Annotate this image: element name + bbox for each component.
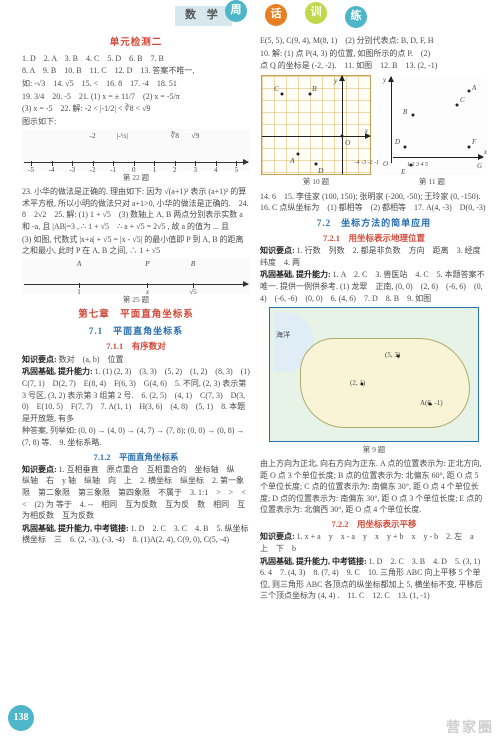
header-bubble-4: 练 xyxy=(345,6,367,28)
r-line-14: 14. 6 15. 李佳家 (100, 150); 张明家 (-200, -50… xyxy=(260,191,488,214)
zhishi-721-txt: 1. 行数 列数 2. 都是非负数 方向 距离 3. 经度 纬度 4. 两 xyxy=(260,246,489,267)
unit-test-title: 单元检测二 xyxy=(22,37,250,51)
sec-71: 7.1 平面直角坐标系 xyxy=(22,325,250,338)
header-bubble-2: 话 xyxy=(265,4,287,26)
ut-line-2: 8. A 9. B 10. B 11. C 12. D 13. 答案不唯一, xyxy=(22,65,250,77)
number-line-25: A1 Px B√5 xyxy=(22,259,250,293)
gonggu721-label: 巩固基础, 提升能力: xyxy=(260,270,331,279)
gonggu-721: 巩固基础, 提升能力: 1. A 2. C 3. 兽医站 4. C 5. 本题答… xyxy=(260,269,488,304)
header-bubble-3: 训 xyxy=(305,2,327,24)
ut-line-3: 如: -√3 14. √5 15. < 16. 8 17. -4 18. 51 xyxy=(22,78,250,90)
ut-para-23: 23. 小华的做法是正确的. 理由如下: 因为 √(a+1)² 表示 (a+1)… xyxy=(22,186,250,232)
ut-line-1: 1. D 2. A 3. B 4. C 5. D 6. B 7. B xyxy=(22,53,250,65)
map-caption: 第 9 题 xyxy=(260,445,488,456)
para-below-map: 由上方向为正北, 向右方向为正东. A 点的位置表示为: 正北方向, 距 O 点… xyxy=(260,458,488,516)
caption-10: 第 10 题 xyxy=(260,177,372,188)
zhishi-712: 知识要点: 1. 互相垂直 原点重合 互相重合的 坐标轴 纵 纵轴 右 y 轴 … xyxy=(22,464,250,522)
subject-title: 数 学 xyxy=(175,6,232,26)
r-line-3: 点 Q 的坐标是 (-2, -2). 11. 如图 12. B 13. (2, … xyxy=(260,60,488,72)
sec-712: 7.1.2 平面直角坐标系 xyxy=(22,451,250,463)
gonggu-722: 巩固基础, 提升能力, 中考链接: 1. D 2. C 3. B 4. D 5.… xyxy=(260,556,488,602)
content-columns: 单元检测二 1. D 2. A 3. B 4. C 5. D 6. B 7. B… xyxy=(0,34,500,603)
ut-line-4: 19. 3/4 20. -5 21. (1) x = ± 11/7 (2) x … xyxy=(22,91,250,103)
zhishi721-label: 知识要点: xyxy=(260,246,295,255)
r-line-2: 10. 解: (1) 点 P(4, 3) 的位置, 如图所示的点 P. (2) xyxy=(260,48,488,60)
zhishi-722: 知识要点: 1. x + a y x - a y x y + b x y - b… xyxy=(260,531,488,554)
figure-row: C B O A D x y 第 10 题 A B C D xyxy=(260,73,488,190)
gonggu-711b: 种答案, 列举如: (0, 0) → (4, 0) → (4, 7) → (7,… xyxy=(22,425,250,448)
left-column: 单元检测二 1. D 2. A 3. B 4. C 5. D 6. B 7. B… xyxy=(22,34,250,603)
ut-line-5: (3) x = -5 22. 解: -2 < |-1/2| < ∛8 < √9 xyxy=(22,103,250,115)
sec-72: 7.2 坐标方法的简单应用 xyxy=(260,217,488,230)
zhishi712-label: 知识要点: xyxy=(22,465,57,474)
header-bubble-1: 周 xyxy=(225,0,247,22)
watermark: 营家圈 xyxy=(446,717,494,737)
map-figure-9: 海洋 (5, 3) (2, 1) A(6, -1) xyxy=(269,307,479,442)
right-column: E(5, 5), C(9, 4), M(8, 1) (2) 分别代表点: B, … xyxy=(260,34,488,603)
sec-711: 7.1.1 有序数对 xyxy=(22,340,250,352)
gonggu-711: 巩固基础, 提升能力: 1. (1) (2, 3) (3, 3) (5, 2) … xyxy=(22,366,250,424)
gonggu712-label: 巩固基础, 提升能力, 中考链接: xyxy=(22,524,129,533)
page-header: 数 学 周 话 训 练 xyxy=(0,0,500,28)
zhishi-721: 知识要点: 1. 行数 列数 2. 都是非负数 方向 距离 3. 经度 纬度 4… xyxy=(260,245,488,268)
zhishi-label: 知识要点: xyxy=(22,355,57,364)
zhishi-711-txt: 数对 (a, b) 位置 xyxy=(59,355,124,364)
page-number: 138 xyxy=(8,705,34,731)
gonggu-712: 巩固基础, 提升能力, 中考链接: 1. D 2. C 3. C 4. B 5.… xyxy=(22,523,250,546)
zhishi-712-txt: 1. 互相垂直 原点重合 互相重合的 坐标轴 纵 纵轴 右 y 轴 纵轴 向 上… xyxy=(22,465,254,520)
gonggu722-label: 巩固基础, 提升能力, 中考链接: xyxy=(260,557,367,566)
zhishi722-label: 知识要点: xyxy=(260,532,295,541)
ut-line-6: 图示如下: xyxy=(22,116,250,128)
gonggu-label: 巩固基础, 提升能力: xyxy=(22,367,93,376)
number-line-22: -5 -4 -3 -2 -1 0 1 2 3 4 5 -2 |-½| ∛8 √9 xyxy=(22,129,250,171)
r-line-1: E(5, 5), C(9, 4), M(8, 1) (2) 分别代表点: B, … xyxy=(260,35,488,47)
chapter7-title: 第七章 平面直角坐标系 xyxy=(22,309,250,323)
caption-11: 第 11 题 xyxy=(376,177,488,188)
sec-722: 7.2.2 用坐标表示平移 xyxy=(260,518,488,530)
sec-721: 7.2.1 用坐标表示地理位置 xyxy=(260,232,488,244)
scatter-figure-11: A B C D E F G y x O 1 2 3 4 5 -4 -3 -2 -… xyxy=(377,75,487,175)
sea-label: 海洋 xyxy=(276,330,290,340)
caption-25: 第 25 题 xyxy=(22,295,250,306)
zhishi-711: 知识要点: 数对 (a, b) 位置 xyxy=(22,354,250,366)
ut-para-23b: (3) 如图, 代数式 |x+a| + √5 = |x - √5| 的最小值即 … xyxy=(22,234,250,257)
